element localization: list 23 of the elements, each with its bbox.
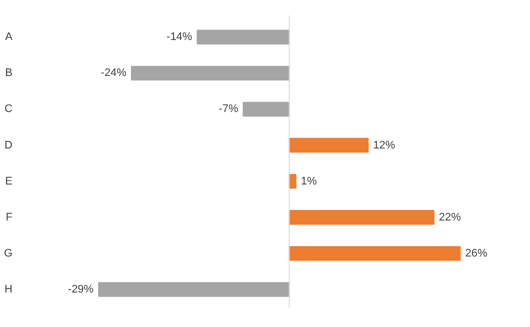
y-tick-label: B [5, 67, 13, 80]
data-label: 26% [465, 247, 488, 260]
data-label: 1% [300, 175, 317, 188]
data-label: -24% [100, 67, 127, 80]
data-label: -14% [166, 31, 192, 44]
bar [130, 66, 290, 81]
bar [242, 102, 290, 117]
y-tick-label: E [5, 175, 13, 188]
bar [98, 282, 290, 297]
y-tick-label: F [6, 211, 13, 224]
y-tick-label: G [4, 247, 13, 260]
y-tick-label: C [4, 103, 13, 116]
y-tick-label: A [5, 31, 14, 44]
y-tick-label: H [4, 283, 13, 296]
data-label: 12% [373, 139, 396, 152]
bar [288, 210, 434, 225]
data-label: -29% [68, 283, 94, 296]
bar [288, 138, 369, 153]
data-label: 22% [438, 211, 462, 224]
bar [288, 246, 461, 261]
bar [196, 30, 290, 44]
y-tick-label: D [4, 139, 13, 152]
data-label: -7% [218, 103, 238, 116]
